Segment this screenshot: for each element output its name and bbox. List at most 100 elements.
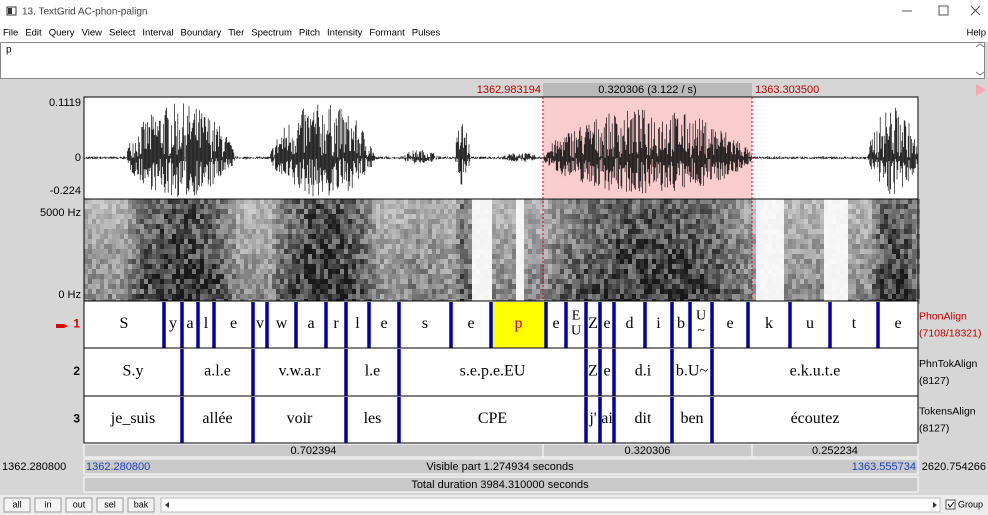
- interval-label[interactable]: ~: [697, 324, 705, 339]
- interval-label[interactable]: v.w.a.r: [279, 363, 322, 380]
- spectrogram-cell: [336, 224, 340, 229]
- interval-label[interactable]: dit: [635, 410, 652, 427]
- spectrogram-cell: [116, 274, 120, 279]
- menu-item[interactable]: View: [82, 28, 103, 39]
- interval-label[interactable]: Z: [588, 363, 598, 380]
- spectrogram-cell: [136, 284, 140, 289]
- interval-label[interactable]: e: [726, 315, 733, 332]
- play-arrow[interactable]: [976, 84, 986, 96]
- spectrogram-cell: [248, 284, 252, 289]
- button-label[interactable]: bak: [134, 499, 149, 509]
- interval-label[interactable]: i: [656, 315, 661, 332]
- interval-label[interactable]: y: [169, 315, 177, 332]
- button[interactable]: [65, 497, 93, 513]
- interval-label[interactable]: r: [333, 315, 339, 332]
- interval-label[interactable]: S: [120, 315, 129, 332]
- interval-label[interactable]: t: [852, 315, 857, 332]
- scroll-left[interactable]: [165, 502, 169, 508]
- interval-label[interactable]: e: [380, 315, 387, 332]
- interval-label[interactable]: b: [677, 315, 685, 332]
- spectrogram-cell: [760, 279, 764, 284]
- interval-label[interactable]: e: [603, 363, 610, 380]
- spectrogram-cell: [724, 254, 728, 259]
- spectrogram-cell: [772, 229, 776, 234]
- menu-help[interactable]: Help: [966, 28, 986, 39]
- scrollbar[interactable]: [160, 497, 941, 513]
- interval-label[interactable]: j': [588, 410, 596, 427]
- interval-label[interactable]: ai: [601, 410, 613, 427]
- scroll-right[interactable]: [933, 502, 937, 508]
- interval-label[interactable]: e: [603, 315, 610, 332]
- interval-label[interactable]: l.e: [365, 363, 381, 380]
- spectrogram-cell: [164, 254, 168, 259]
- button[interactable]: [3, 497, 31, 513]
- duration-box[interactable]: [751, 443, 919, 458]
- interval-label[interactable]: a: [186, 315, 193, 332]
- interval-label[interactable]: e: [467, 315, 474, 332]
- interval-label[interactable]: d.i: [635, 363, 652, 380]
- menu-item[interactable]: Select: [109, 28, 136, 39]
- menu-item[interactable]: Edit: [25, 28, 42, 39]
- spectrogram-cell: [192, 209, 196, 214]
- menu-item[interactable]: Spectrum: [251, 28, 292, 39]
- menu-item[interactable]: Query: [49, 28, 75, 39]
- button-label[interactable]: all: [12, 499, 21, 509]
- text-scroll[interactable]: [975, 43, 985, 76]
- close-button[interactable]: [970, 5, 981, 16]
- button-label[interactable]: in: [44, 499, 51, 509]
- text-field[interactable]: [0, 42, 985, 79]
- spectrogram-cell: [528, 294, 532, 299]
- spectrogram-cell: [620, 204, 624, 209]
- interval-label[interactable]: E: [572, 309, 581, 324]
- menu-item[interactable]: Interval: [142, 28, 173, 39]
- interval-label[interactable]: les: [364, 410, 382, 427]
- interval-label[interactable]: s.e.p.e.EU: [460, 363, 526, 380]
- button-label[interactable]: out: [73, 499, 86, 509]
- interval-label[interactable]: Z: [588, 315, 598, 332]
- interval-label[interactable]: voir: [287, 410, 313, 427]
- menu-item[interactable]: Intensity: [327, 28, 363, 39]
- menu-item[interactable]: Tier: [228, 28, 244, 39]
- interval-label[interactable]: w: [276, 315, 288, 332]
- maximize-button[interactable]: [938, 5, 949, 16]
- group-label[interactable]: Group: [958, 499, 983, 509]
- visible-bar[interactable]: [83, 458, 919, 475]
- interval-label[interactable]: l: [355, 315, 360, 332]
- menu-item[interactable]: Formant: [369, 28, 405, 39]
- group-checkbox[interactable]: [945, 499, 956, 510]
- interval-label[interactable]: a.l.e: [204, 363, 231, 380]
- interval-label[interactable]: s: [422, 315, 428, 332]
- interval-label[interactable]: écoutez: [791, 410, 840, 427]
- menu-item[interactable]: File: [3, 28, 18, 39]
- interval-label[interactable]: a: [307, 315, 314, 332]
- selected-interval[interactable]: [491, 302, 546, 348]
- interval-label[interactable]: d: [626, 315, 634, 332]
- button[interactable]: [34, 497, 62, 513]
- button[interactable]: [127, 497, 155, 513]
- total-bar[interactable]: [83, 476, 919, 493]
- spectrogram-cell: [396, 234, 400, 239]
- interval-label[interactable]: U: [571, 324, 581, 339]
- interval-label[interactable]: je_suis: [110, 410, 155, 427]
- button[interactable]: [96, 497, 124, 513]
- interval-label[interactable]: v: [256, 315, 264, 332]
- interval-label[interactable]: p: [515, 315, 523, 332]
- interval-label[interactable]: ben: [680, 410, 703, 427]
- interval-label[interactable]: allée: [202, 410, 232, 427]
- interval-label[interactable]: e: [894, 315, 901, 332]
- interval-label[interactable]: u: [806, 315, 814, 332]
- interval-label[interactable]: U: [696, 309, 706, 324]
- interval-label[interactable]: b.U~: [676, 363, 709, 380]
- interval-label[interactable]: l: [204, 315, 209, 332]
- interval-label[interactable]: S.y: [123, 363, 144, 380]
- interval-label[interactable]: e: [230, 315, 237, 332]
- menu-item[interactable]: Pulses: [412, 28, 441, 39]
- button-label[interactable]: sel: [104, 499, 116, 509]
- spectrogram-cell: [780, 254, 784, 259]
- interval-label[interactable]: e: [552, 315, 559, 332]
- interval-label[interactable]: e.k.u.t.e: [790, 363, 841, 380]
- menu-item[interactable]: Boundary: [181, 28, 222, 39]
- interval-label[interactable]: k: [765, 315, 773, 332]
- menu-item[interactable]: Pitch: [299, 28, 320, 39]
- interval-label[interactable]: CPE: [478, 410, 507, 427]
